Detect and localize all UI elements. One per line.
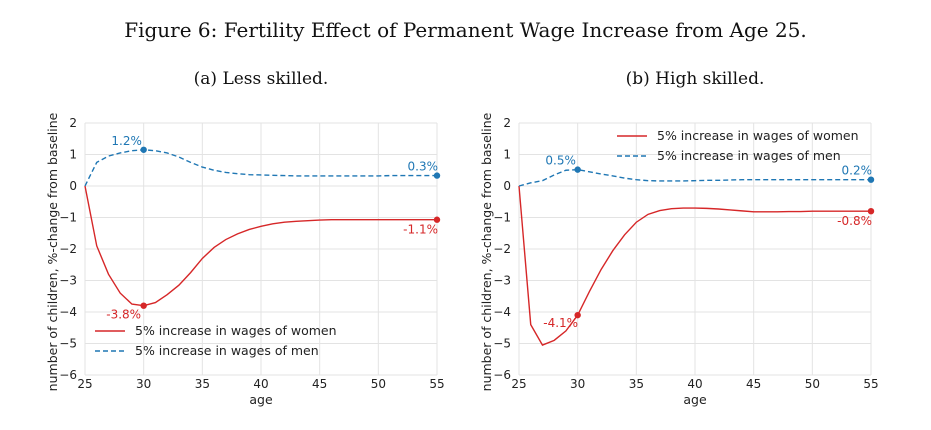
- legend-label: 5% increase in wages of women: [135, 323, 337, 338]
- legend-label: 5% increase in wages of men: [135, 343, 319, 358]
- y-tick-label: −2: [493, 242, 511, 256]
- y-tick-label: 2: [503, 116, 511, 130]
- x-tick-label: 35: [629, 377, 644, 391]
- y-tick-label: −6: [493, 368, 511, 382]
- x-axis-label: age: [249, 392, 273, 407]
- legend: 5% increase in wages of women 5% increase…: [95, 323, 337, 358]
- y-axis-label: number of children, %-change from baseli…: [479, 112, 494, 391]
- figure-title: Figure 6: Fertility Effect of Permanent …: [124, 18, 807, 42]
- y-tick-label: 1: [503, 148, 511, 162]
- x-tick-label: 45: [312, 377, 327, 391]
- data-label: -0.8%: [837, 214, 872, 228]
- panel-a-subtitle: (a) Less skilled.: [193, 69, 329, 89]
- y-tick-label: −4: [59, 305, 77, 319]
- y-tick-label: −4: [493, 305, 511, 319]
- chart-panel-a: 25 30 35 40 45 50 55 2 1 0 −1 −2 −3 −4 −5 −6 age number o…: [45, 112, 445, 407]
- y-tick-label: −5: [59, 337, 77, 351]
- data-label: 0.3%: [408, 160, 439, 174]
- x-tick-label: 35: [195, 377, 210, 391]
- data-label: 0.5%: [545, 154, 576, 168]
- x-tick-label: 55: [863, 377, 878, 391]
- x-tick-label: 50: [371, 377, 386, 391]
- data-label: 1.2%: [111, 134, 142, 148]
- data-label: -4.1%: [543, 316, 578, 330]
- x-tick-label: 50: [805, 377, 820, 391]
- chart-panel-b: 25 30 35 40 45 50 55 2 1 0 −1 −2 −3 −4 −5 −6 age number o…: [479, 112, 879, 407]
- data-marker: [574, 311, 581, 319]
- legend: 5% increase in wages of women 5% increase…: [617, 128, 859, 163]
- y-tick-label: −1: [493, 211, 511, 225]
- y-axis-label: number of children, %-change from baseli…: [45, 112, 60, 391]
- y-tick-label: −2: [59, 242, 77, 256]
- y-tick-label: −3: [59, 274, 77, 288]
- x-axis-label: age: [683, 392, 707, 407]
- data-label: -1.1%: [403, 223, 438, 237]
- data-marker: [867, 176, 875, 183]
- x-tick-label: 25: [77, 377, 92, 391]
- x-tick-label: 30: [136, 377, 151, 391]
- series-line-men: [518, 168, 871, 187]
- y-tick-label: 2: [69, 116, 77, 130]
- data-marker: [433, 172, 441, 179]
- data-marker: [433, 216, 441, 223]
- x-tick-label: 25: [511, 377, 526, 391]
- data-marker: [140, 302, 147, 309]
- x-tick-label: 40: [687, 377, 702, 391]
- x-tick-label: 40: [253, 377, 268, 391]
- x-tick-label: 30: [570, 377, 585, 391]
- legend-label: 5% increase in wages of men: [657, 148, 841, 163]
- data-marker: [140, 146, 147, 153]
- y-tick-label: −6: [59, 368, 77, 382]
- data-label: 0.2%: [842, 164, 873, 178]
- x-tick-label: 55: [429, 377, 444, 391]
- y-tick-label: −5: [493, 337, 511, 351]
- data-marker: [574, 166, 581, 173]
- data-label: -3.8%: [106, 308, 141, 322]
- y-tick-label: −1: [59, 211, 77, 225]
- x-tick-label: 45: [746, 377, 761, 391]
- panel-b-subtitle: (b) High skilled.: [625, 69, 765, 89]
- y-tick-label: −3: [493, 274, 511, 288]
- legend-label: 5% increase in wages of women: [657, 128, 859, 143]
- y-tick-label: 0: [503, 179, 511, 193]
- y-tick-label: 0: [69, 179, 77, 193]
- data-marker: [867, 208, 875, 215]
- y-tick-label: 1: [69, 148, 77, 162]
